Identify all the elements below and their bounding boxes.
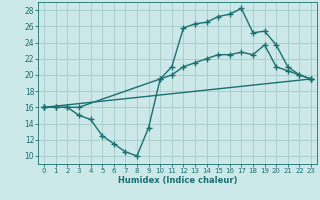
X-axis label: Humidex (Indice chaleur): Humidex (Indice chaleur) bbox=[118, 176, 237, 185]
